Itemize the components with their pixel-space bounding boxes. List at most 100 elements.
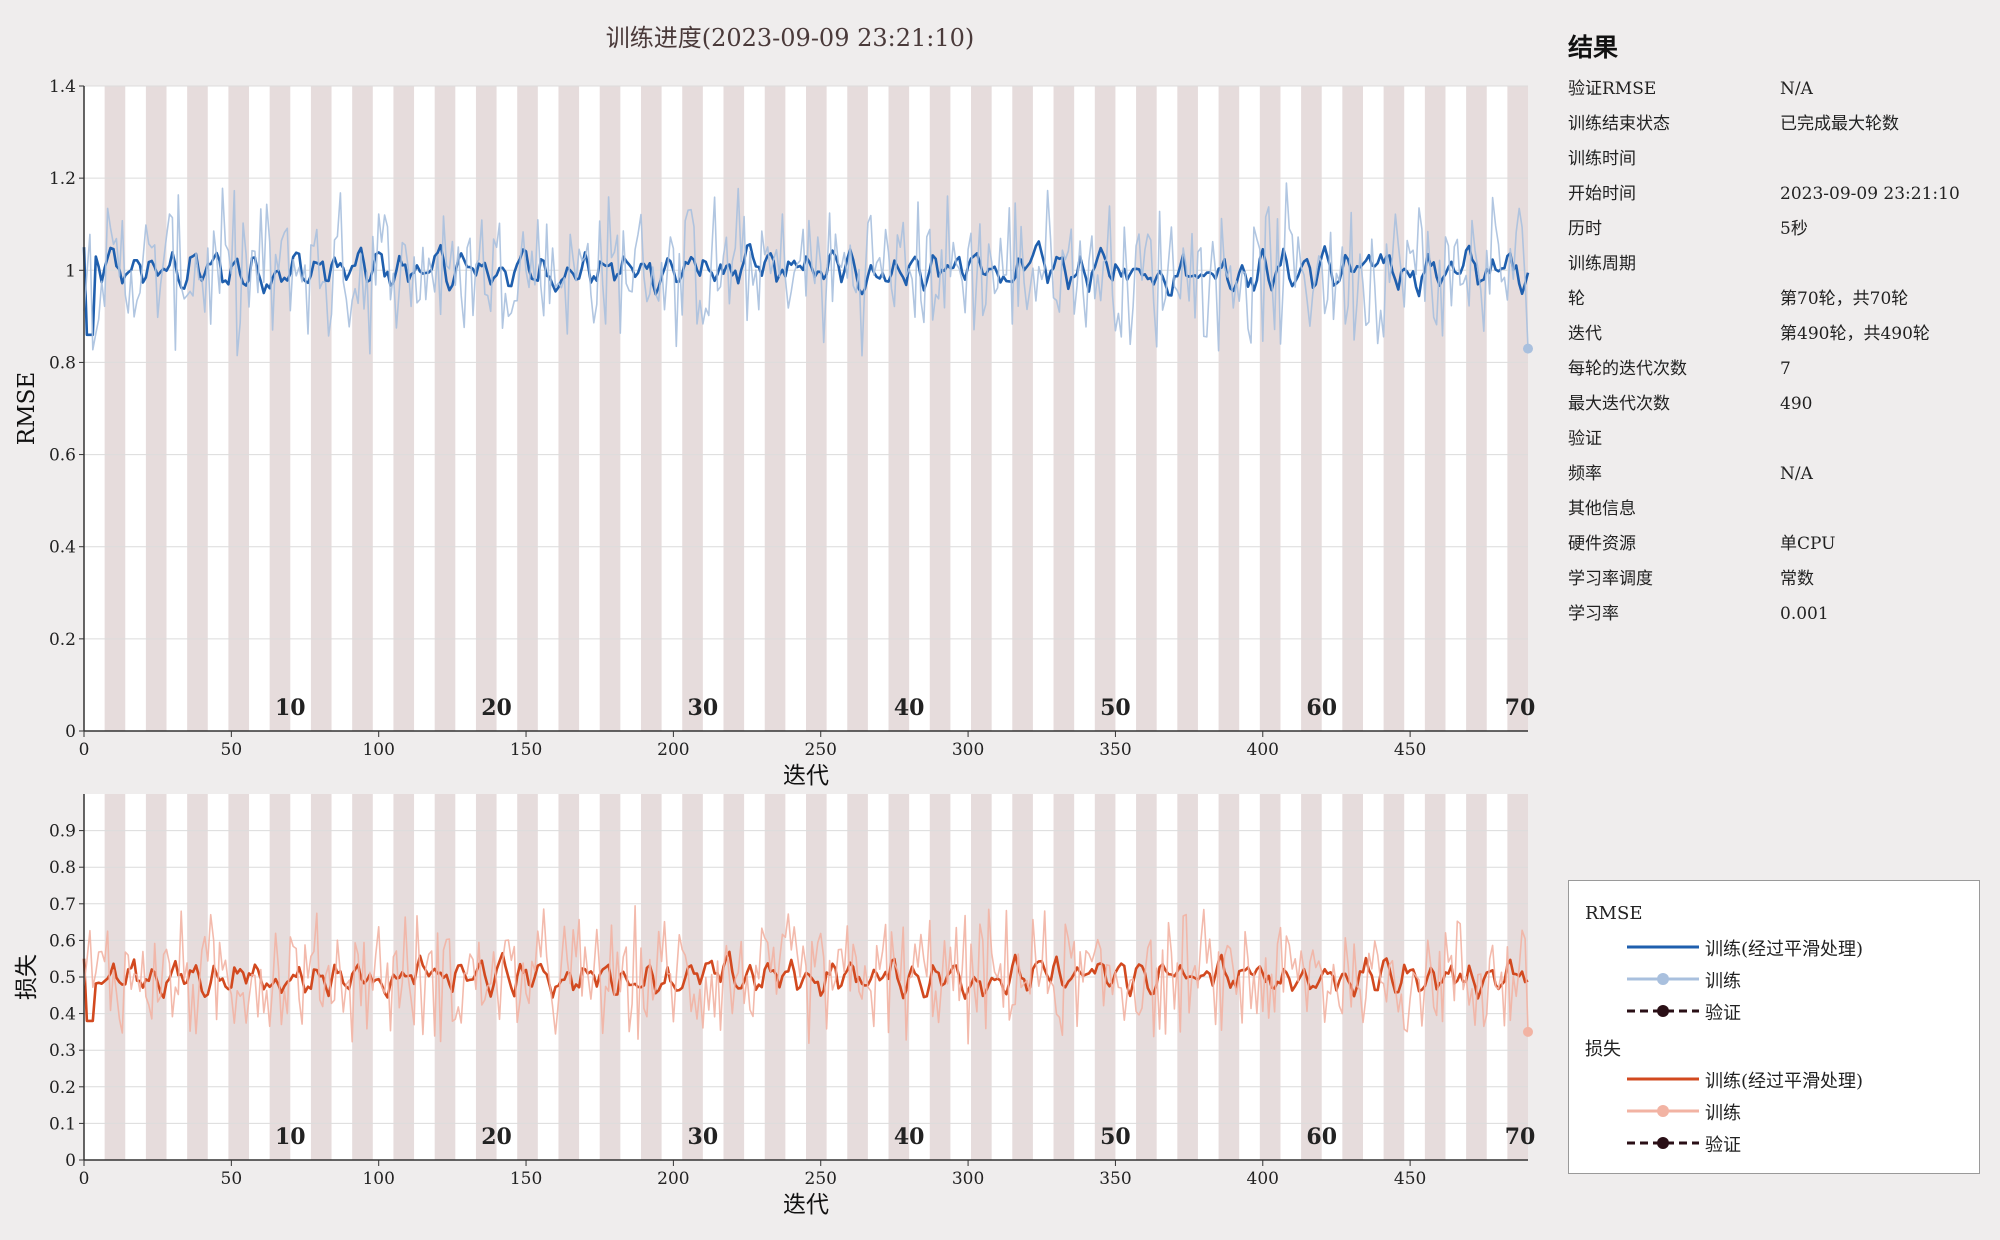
epoch-label: 60 [1306,695,1337,721]
x-tick-label: 50 [221,1169,243,1189]
epoch-band [1507,86,1528,731]
results-rows: 验证RMSE N/A 训练结束状态 已完成最大轮数 训练时间 开始时间 2023-09-09… [1568,72,1988,632]
legend-rmse-train[interactable]: 训练 [1625,965,1965,993]
epoch-band [682,86,703,731]
legend-loss-title: 损失 [1585,1039,1621,1060]
result-value: 490 [1780,394,1813,414]
result-row: 训练周期 [1568,247,1988,282]
y-tick-label: 0.8 [49,858,76,878]
epoch-band [599,86,621,731]
legend-label: 训练(经过平滑处理) [1705,939,1864,960]
result-row: 开始时间 2023-09-09 23:21:10 [1568,177,1988,212]
epoch-label: 10 [275,695,306,721]
epoch-label: 50 [1100,1124,1131,1150]
line-marker-swatch-icon [1627,973,1699,985]
x-tick-label: 450 [1394,740,1426,760]
epoch-label: 10 [275,1124,306,1150]
result-row: 轮 第70轮，共70轮 [1568,282,1988,317]
series-line [83,904,1529,1045]
y-tick-label: 1.2 [49,169,76,189]
legend-label: 训练 [1705,971,1741,992]
result-label: 开始时间 [1568,184,1636,204]
epoch-band [640,86,662,731]
epoch-band [764,86,786,731]
x-tick-label: 450 [1394,1169,1426,1189]
epoch-label: 40 [894,695,925,721]
legend-loss-smoothed[interactable]: 训练(经过平滑处理) [1625,1065,1965,1093]
epoch-band [393,86,415,731]
legend-rmse-smoothed[interactable]: 训练(经过平滑处理) [1625,933,1965,961]
legend-loss-validation[interactable]: 验证 [1625,1129,1965,1157]
epoch-band [517,86,538,731]
legend-rmse-validation[interactable]: 验证 [1625,997,1965,1025]
epoch-band [352,86,373,731]
epoch-band [145,86,167,731]
result-label: 每轮的迭代次数 [1568,359,1687,379]
epoch-band [1259,86,1281,731]
epoch-band [1177,86,1198,731]
epoch-band [310,86,332,731]
legend: RMSE 训练(经过平滑处理) 训练 验证 损失 训练(经过平滑处理) 训练 验… [1568,880,1980,1174]
result-value: 第70轮，共70轮 [1780,289,1909,309]
chart-title: 训练进度(2023-09-09 23:21:10) [605,24,975,52]
rmse-plot: 0 0.2 0.4 0.6 0.8 1 1.2 1.4 0 50 100 150 200 250 300 35… [14,77,1535,789]
legend-label: 训练(经过平滑处理) [1705,1071,1864,1092]
legend-label: 验证 [1705,1003,1741,1024]
epoch-band [1424,86,1446,731]
result-row: 迭代 第490轮，共490轮 [1568,317,1988,352]
result-label: 其他信息 [1568,499,1636,519]
result-row: 验证RMSE N/A [1568,72,1988,107]
result-value: 2023-09-09 23:21:10 [1780,184,1960,204]
x-tick-label: 100 [362,740,394,760]
result-row: 学习率 0.001 [1568,597,1988,632]
epoch-label: 50 [1100,695,1131,721]
x-axis-label: 迭代 [783,1192,829,1218]
epoch-label: 30 [688,695,719,721]
result-label: 频率 [1568,464,1602,484]
loss-plot: 0 0.1 0.2 0.3 0.4 0.5 0.6 0.7 0.8 0.9 0 50 100 150 200… [14,794,1535,1218]
epoch-label: 30 [688,1124,719,1150]
x-tick-label: 250 [805,740,837,760]
x-tick-label: 0 [79,740,90,760]
final-point [1523,343,1533,354]
epoch-band [929,86,951,731]
result-label: 硬件资源 [1568,534,1636,554]
result-row: 训练结束状态 已完成最大轮数 [1568,107,1988,142]
result-row: 验证 [1568,422,1988,457]
line-swatch-icon [1627,1077,1699,1081]
result-row: 最大迭代次数 490 [1568,387,1988,422]
legend-rmse-title: RMSE [1585,903,1643,924]
epoch-label: 70 [1505,1124,1536,1150]
series-line [82,240,1530,337]
epoch-band [475,86,497,731]
legend-label: 训练 [1705,1103,1741,1124]
x-axis-label: 迭代 [783,763,829,789]
epoch-label: 20 [481,695,512,721]
epoch-band [1301,86,1322,731]
epoch-band [1383,86,1405,731]
result-row: 频率 N/A [1568,457,1988,492]
epoch-band [971,86,992,731]
result-value: 5秒 [1780,219,1808,239]
epoch-band [1466,86,1487,731]
x-tick-label: 300 [952,1169,984,1189]
epoch-label: 70 [1505,695,1536,721]
result-row: 其他信息 [1568,492,1988,527]
epoch-band [434,86,456,731]
epoch-band [723,86,745,731]
y-tick-label: 0.9 [49,822,76,842]
epoch-band [187,86,208,731]
result-label: 迭代 [1568,324,1602,344]
result-label: 学习率 [1568,604,1619,624]
results-title: 结果 [1568,33,1619,62]
result-value: 0.001 [1780,604,1829,624]
result-value: 已完成最大轮数 [1780,114,1899,134]
x-tick-label: 400 [1247,1169,1279,1189]
legend-loss-train[interactable]: 训练 [1625,1097,1965,1125]
result-label: 训练周期 [1568,254,1636,274]
x-tick-label: 350 [1099,1169,1131,1189]
result-label: 学习率调度 [1568,569,1653,589]
y-tick-label: 0 [65,1151,76,1171]
x-tick-label: 100 [362,1169,394,1189]
result-value: N/A [1780,464,1813,484]
